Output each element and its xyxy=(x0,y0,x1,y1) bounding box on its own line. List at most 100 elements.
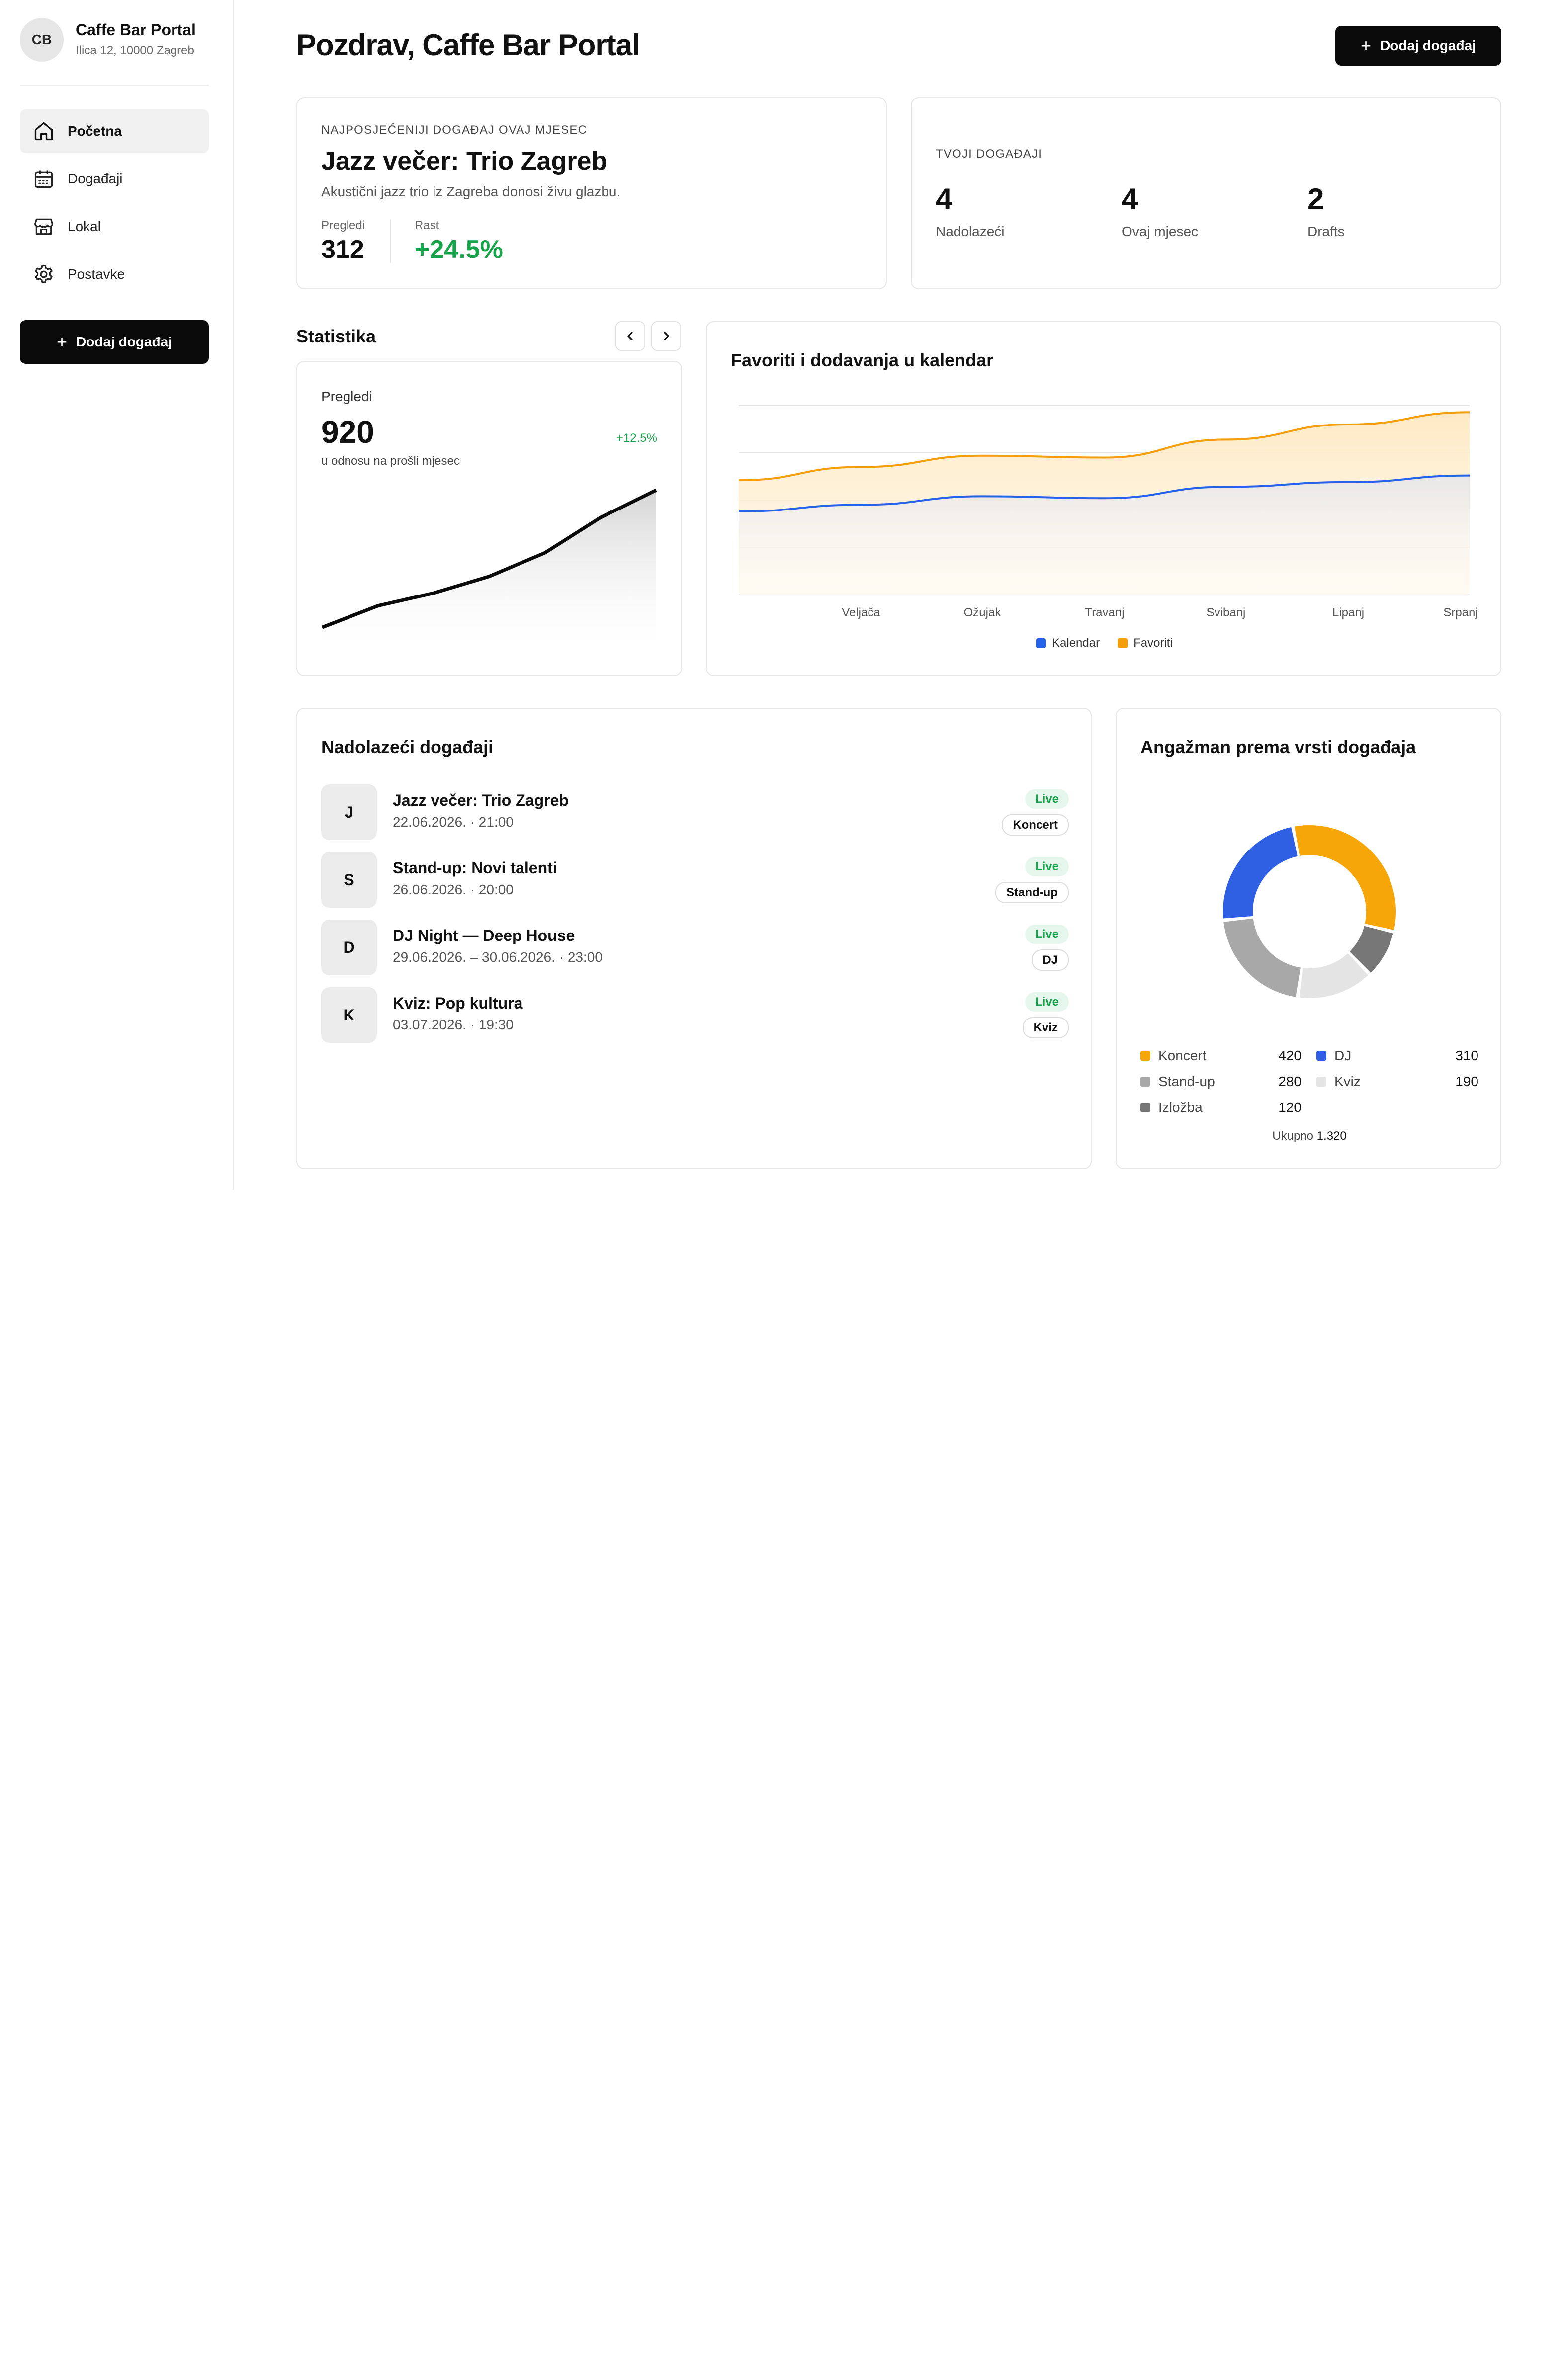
plus-icon: + xyxy=(1361,35,1372,56)
x-axis-ticks: Veljača Ožujak Travanj Svibanj Lipanj Srpanj xyxy=(842,606,1477,619)
sidebar-item-dogadaji[interactable]: Događaji xyxy=(20,157,209,201)
status-badge: Live xyxy=(1025,925,1069,944)
upcoming-events-card: Nadolazeći događaji J Jazz večer: Trio Z… xyxy=(296,708,1092,1169)
event-thumbnail: S xyxy=(321,852,377,908)
favorites-chart-card: Favoriti i dodavanja u kalendar Veljača O… xyxy=(706,321,1501,676)
legend-item-kalendar: Kalendar xyxy=(1036,636,1100,650)
store-icon xyxy=(33,216,55,238)
growth-value: +24.5% xyxy=(415,235,503,264)
donut-slice-kviz[interactable] xyxy=(1223,825,1396,998)
x-tick-label: Svibanj xyxy=(1207,606,1246,619)
chart-areas xyxy=(739,412,1470,595)
category-badge: Kviz xyxy=(1022,1017,1069,1038)
x-tick-label: Veljača xyxy=(842,606,880,619)
sidebar-item-lokal[interactable]: Lokal xyxy=(20,205,209,249)
legend-item-koncert: Koncert xyxy=(1140,1048,1207,1064)
header-add-event-label: Dodaj događaj xyxy=(1380,38,1476,53)
views-sparkline-line xyxy=(321,488,657,629)
event-thumbnail: D xyxy=(321,920,377,975)
this-month-count: 4 xyxy=(1122,182,1138,216)
drafts-count: 2 xyxy=(1307,182,1324,216)
event-row[interactable]: J Jazz večer: Trio Zagreb 22.06.2026. · … xyxy=(321,784,1069,840)
legend-item-favoriti: Favoriti xyxy=(1118,636,1173,650)
category-badge: Stand-up xyxy=(995,882,1069,903)
legend-value-kviz: 190 xyxy=(1455,1074,1478,1089)
event-title: Jazz večer: Trio Zagreb xyxy=(393,791,569,809)
statistika-change: +12.5% xyxy=(616,431,657,445)
header-add-event-button[interactable]: + Dodaj događaj xyxy=(1335,26,1501,66)
category-badge: DJ xyxy=(1032,949,1069,971)
next-button[interactable] xyxy=(651,321,681,351)
statistika-title: Statistika xyxy=(296,326,376,346)
home-icon xyxy=(33,120,55,142)
event-datetime: 22.06.2026. · 21:00 xyxy=(393,814,514,830)
top-event-eyebrow: NAJPOSJEĆENIJI DOGAĐAJ OVAJ MJESEC xyxy=(321,123,588,137)
event-datetime: 29.06.2026. – 30.06.2026. · 23:00 xyxy=(393,949,603,965)
upcoming-count: 4 xyxy=(936,182,953,216)
engagement-card: Angažman prema vrsti događaja Koncert 42… xyxy=(1116,708,1501,1169)
engagement-title: Angažman prema vrsti događaja xyxy=(1140,737,1416,757)
upcoming-count-label: Nadolazeći xyxy=(936,224,1005,239)
legend-item-izlozba: Izložba xyxy=(1140,1100,1203,1115)
favorites-line-chart: Veljača Ožujak Travanj Svibanj Lipanj Srpanj xyxy=(738,405,1478,619)
legend-swatch-dj xyxy=(1316,1051,1326,1061)
event-row[interactable]: S Stand-up: Novi talenti 26.06.2026. · 2… xyxy=(321,852,1069,908)
x-tick-label: Lipanj xyxy=(1332,606,1364,619)
top-event-description: Akustični jazz trio iz Zagreba donosi ži… xyxy=(321,184,621,199)
legend-value-izlozba: 120 xyxy=(1278,1100,1302,1115)
engagement-legend: Koncert 420 DJ 310 Stand-up 280 Kviz 190… xyxy=(1140,1048,1478,1127)
views-sparkline-chart xyxy=(321,488,657,645)
status-badge: Live xyxy=(1025,789,1069,809)
page-title: Pozdrav, Caffe Bar Portal xyxy=(296,28,640,62)
event-title: Stand-up: Novi talenti xyxy=(393,859,557,877)
legend-value-standup: 280 xyxy=(1278,1074,1302,1089)
legend-label-kviz: Kviz xyxy=(1334,1074,1361,1089)
sidebar-item-postavke[interactable]: Postavke xyxy=(20,253,209,296)
event-row[interactable]: D DJ Night — Deep House 29.06.2026. – 30… xyxy=(321,920,1069,975)
sidebar-item-label: Postavke xyxy=(68,266,125,282)
engagement-donut-chart xyxy=(1223,825,1396,998)
event-datetime: 03.07.2026. · 19:30 xyxy=(393,1017,514,1032)
event-title: DJ Night — Deep House xyxy=(393,927,575,944)
x-tick-label: Srpanj xyxy=(1443,606,1477,619)
growth-label: Rast xyxy=(415,219,439,232)
kalendar-area xyxy=(739,475,1470,595)
event-thumbnail: J xyxy=(321,784,377,840)
event-row[interactable]: K Kviz: Pop kultura 03.07.2026. · 19:30 … xyxy=(321,987,1069,1043)
legend-swatch-kviz xyxy=(1316,1077,1326,1087)
legend-label-dj: DJ xyxy=(1334,1048,1352,1063)
top-event-title: Jazz večer: Trio Zagreb xyxy=(321,147,608,175)
legend-item-dj: DJ xyxy=(1316,1048,1351,1064)
top-event-card[interactable]: NAJPOSJEĆENIJI DOGAĐAJ OVAJ MJESEC Jazz … xyxy=(296,97,887,289)
legend-item-standup: Stand-up xyxy=(1140,1074,1215,1090)
favorites-legend: Kalendar Favoriti xyxy=(1036,636,1173,650)
statistika-value: 920 xyxy=(321,414,374,450)
your-events-card: TVOJI DOGAĐAJI 4 Nadolazeći 4 Ovaj mjese… xyxy=(911,97,1501,289)
avatar[interactable]: CB xyxy=(20,18,64,62)
drafts-count-label: Drafts xyxy=(1307,224,1345,239)
sidebar-add-event-button[interactable]: + Dodaj događaj xyxy=(20,320,209,364)
x-tick-label: Travanj xyxy=(1085,606,1124,619)
legend-swatch-izlozba xyxy=(1140,1103,1150,1112)
status-badge: Live xyxy=(1025,857,1069,876)
stat-divider xyxy=(390,220,391,263)
sidebar-item-label: Događaji xyxy=(68,171,123,186)
engagement-total-label: Ukupno xyxy=(1272,1129,1313,1143)
chart-lines xyxy=(738,411,1470,512)
sidebar-item-pocetna[interactable]: Početna xyxy=(20,109,209,153)
legend-swatch-favoriti xyxy=(1118,638,1128,648)
prev-button[interactable] xyxy=(615,321,645,351)
event-thumbnail: K xyxy=(321,987,377,1043)
legend-item-kviz: Kviz xyxy=(1316,1074,1361,1090)
kalendar-line xyxy=(738,474,1470,512)
upcoming-events-title: Nadolazeći događaji xyxy=(321,737,494,757)
your-events-eyebrow: TVOJI DOGAĐAJI xyxy=(936,147,1043,161)
plus-icon: + xyxy=(57,332,68,352)
category-badge: Koncert xyxy=(1002,814,1069,836)
donut-slice-standup[interactable] xyxy=(1223,825,1396,998)
legend-label-favoriti: Favoriti xyxy=(1133,636,1173,650)
chevron-left-icon xyxy=(627,332,633,340)
chevron-right-icon xyxy=(664,332,669,340)
views-value: 312 xyxy=(321,235,364,264)
legend-swatch-standup xyxy=(1140,1077,1150,1087)
